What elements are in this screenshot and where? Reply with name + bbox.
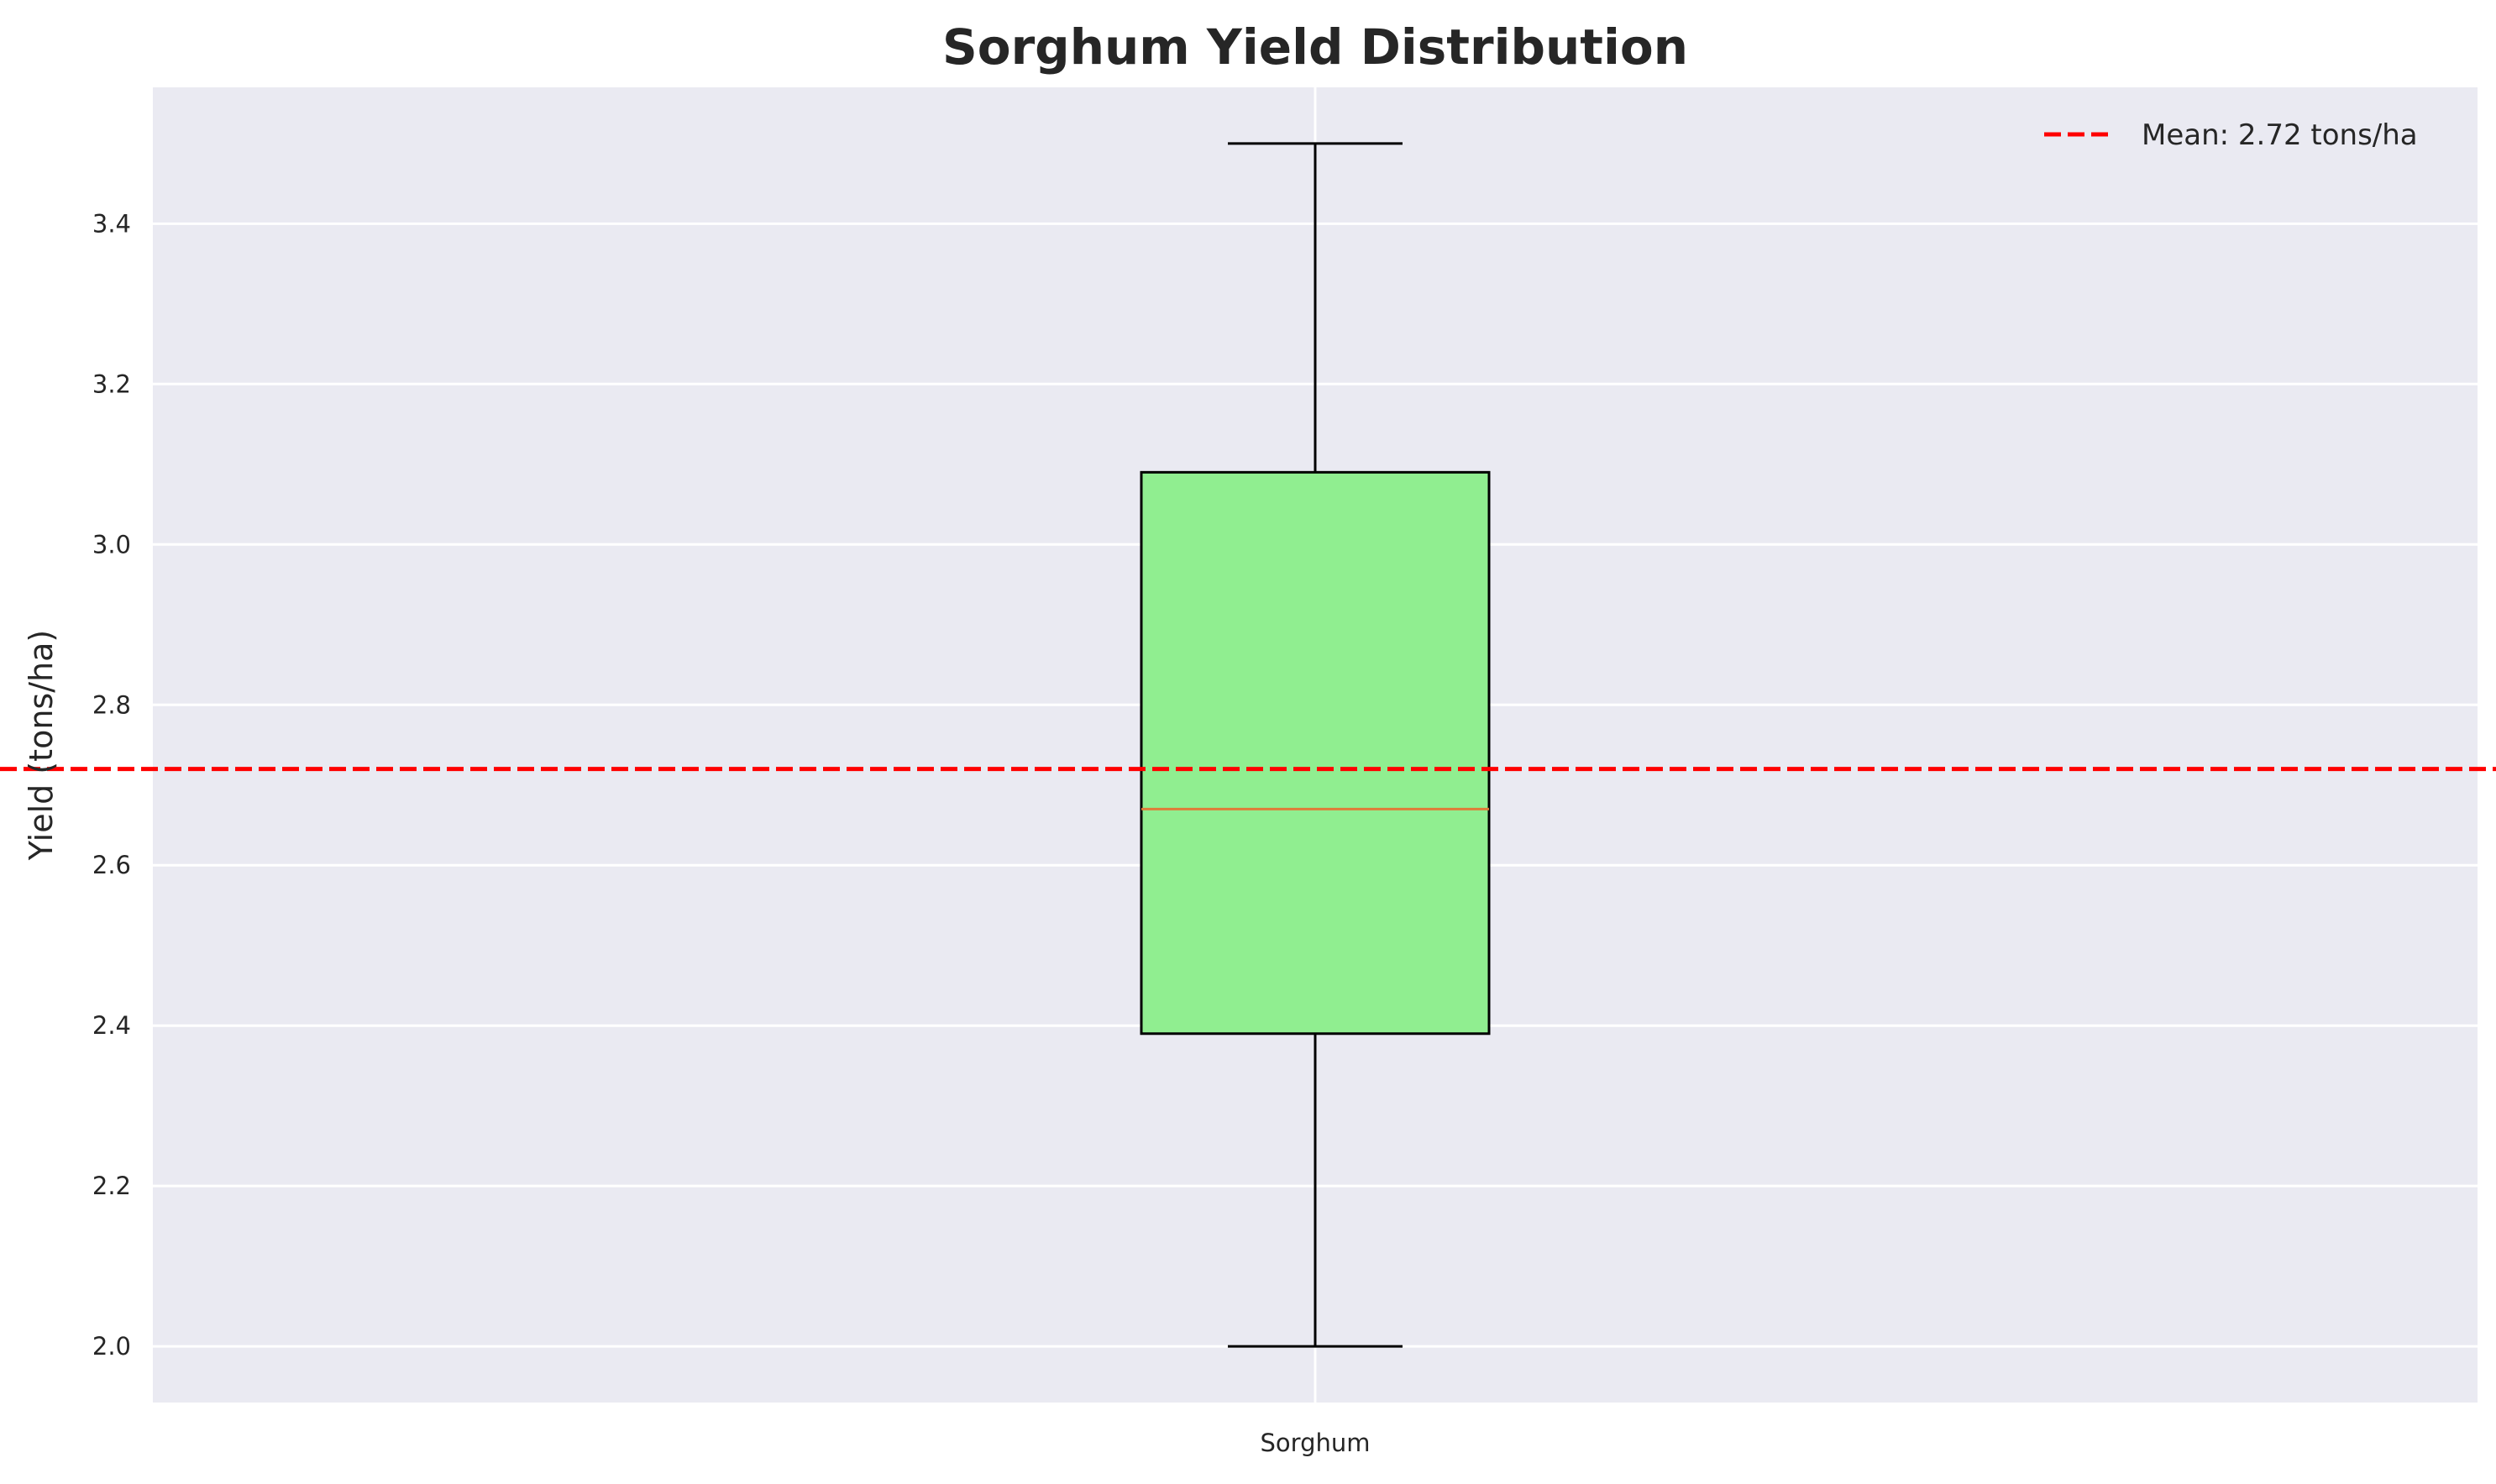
- y-axis-label: Yield (tons/ha): [23, 630, 60, 861]
- y-tick-label: 2.2: [92, 1172, 131, 1200]
- y-tick-label: 2.6: [92, 851, 131, 879]
- y-tick-label: 2.0: [92, 1332, 131, 1361]
- y-tick-label: 2.8: [92, 690, 131, 719]
- y-tick-label: 3.0: [92, 530, 131, 558]
- box-group: [1140, 142, 1491, 1348]
- y-tick-label: 3.4: [92, 209, 131, 238]
- chart-title: Sorghum Yield Distribution: [942, 18, 1688, 76]
- y-tick-label: 3.2: [92, 370, 131, 398]
- iqr-box: [1140, 470, 1491, 1036]
- tick-labels: 2.0 2.2 2.4 2.6 2.8 3.0 3.2 3.4 Sorghum: [92, 209, 1371, 1457]
- y-tick-label: 2.4: [92, 1011, 131, 1040]
- legend-mean-label: Mean: 2.72 tons/ha: [2142, 118, 2418, 152]
- legend: Mean: 2.72 tons/ha: [2044, 118, 2418, 152]
- x-tick-label: Sorghum: [1261, 1429, 1371, 1457]
